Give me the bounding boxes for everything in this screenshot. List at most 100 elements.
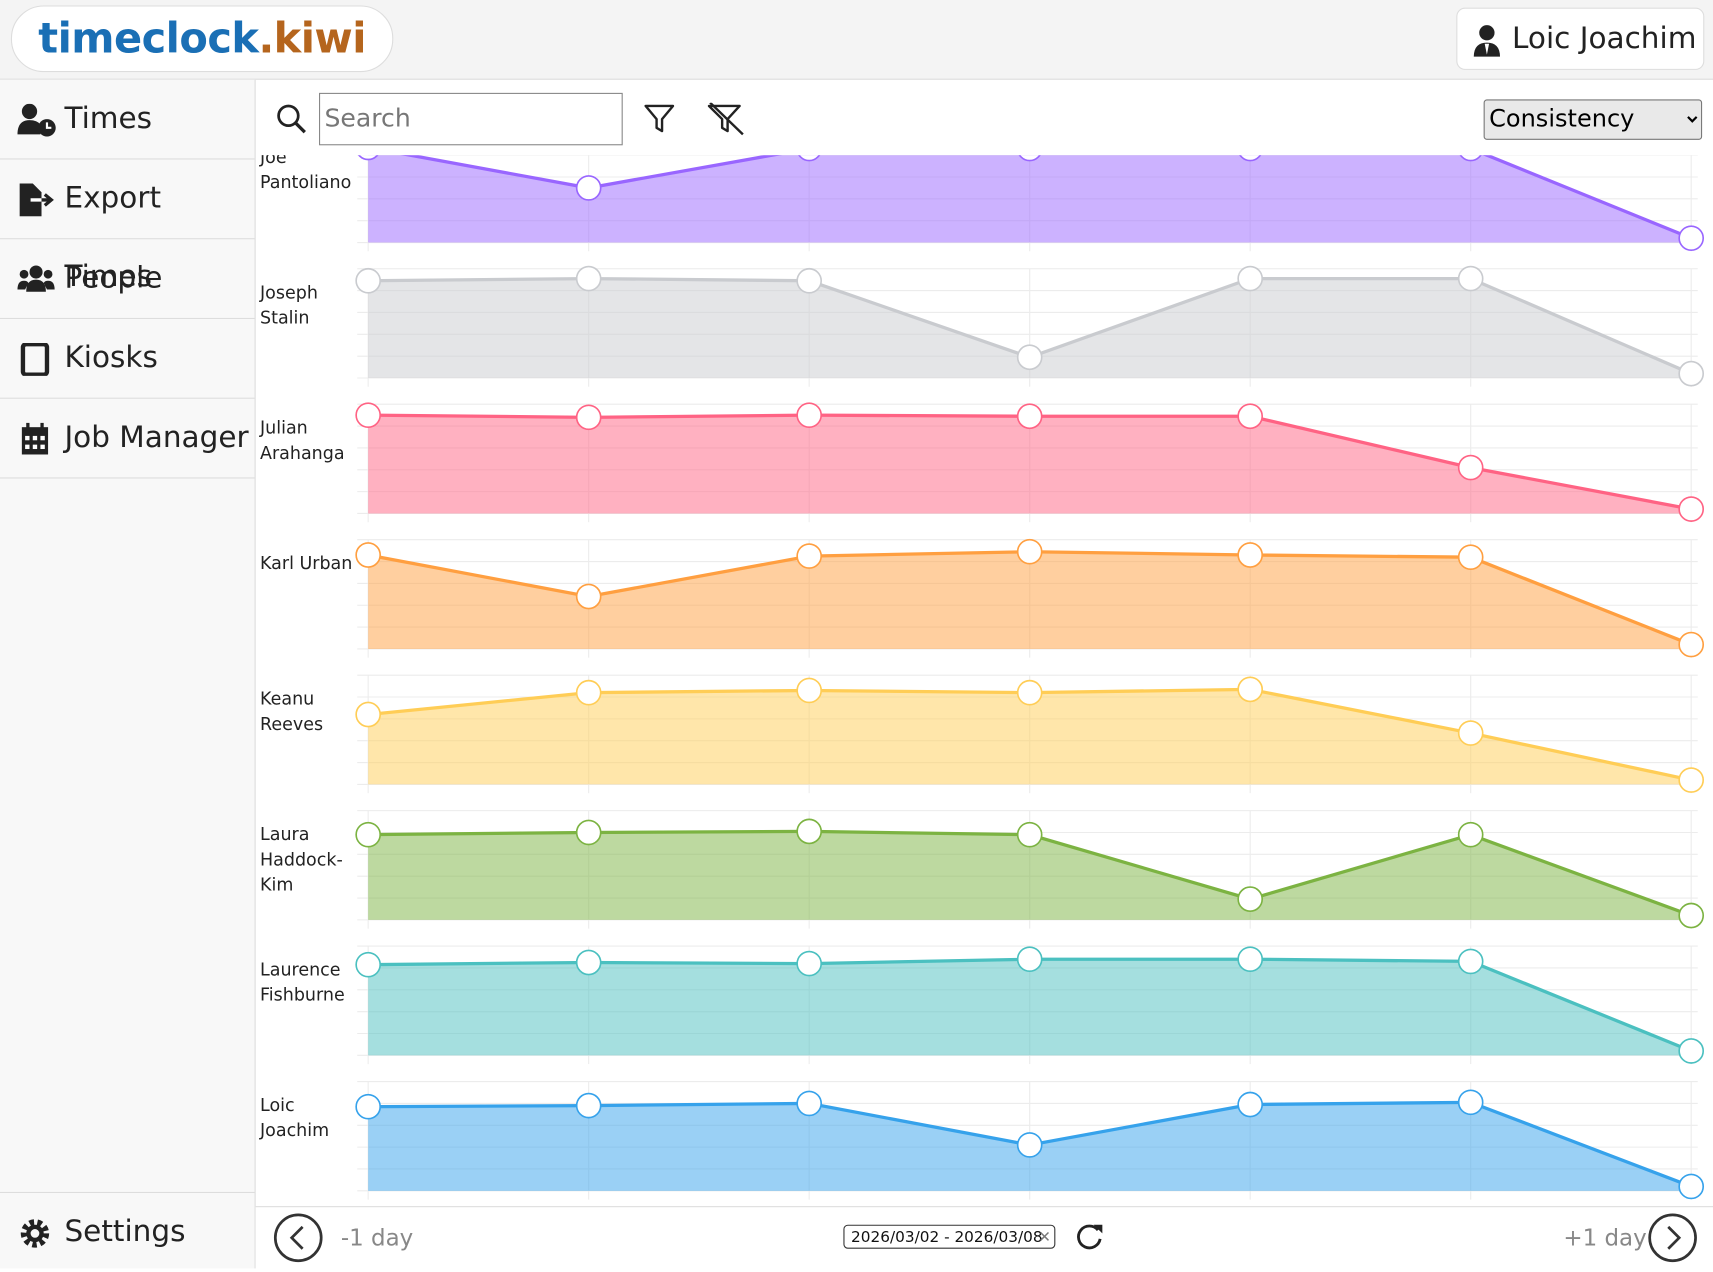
point <box>796 543 823 569</box>
times-icon <box>17 103 56 137</box>
point <box>1678 225 1705 252</box>
point <box>1678 360 1705 387</box>
point <box>1459 155 1482 162</box>
person-chart <box>355 538 1705 658</box>
refresh-button[interactable] <box>1075 1221 1106 1252</box>
point <box>1239 155 1262 162</box>
point <box>1678 767 1705 793</box>
person-name: Karl Urban <box>260 552 353 574</box>
settings-item[interactable]: Settings <box>0 1191 255 1272</box>
point <box>796 950 823 977</box>
point <box>355 821 382 848</box>
area <box>368 831 1692 920</box>
footer: -1 day 2026/03/02 - 2026/03/08 ✕ +1 day <box>255 1206 1713 1270</box>
person-chart <box>355 1081 1705 1200</box>
point <box>1237 542 1264 568</box>
person-name: Joe Pantoliano <box>260 155 352 193</box>
nav-item[interactable]: People <box>0 239 255 320</box>
point <box>355 267 382 294</box>
point <box>1237 1091 1264 1118</box>
prev-label[interactable]: -1 day <box>340 1224 414 1251</box>
point <box>1016 344 1043 371</box>
person-name: Laurence Fishburne <box>260 959 345 1006</box>
point <box>1237 265 1264 292</box>
clear-filter-button[interactable] <box>707 102 746 136</box>
point <box>796 402 823 428</box>
filter-button[interactable] <box>643 103 676 136</box>
person-name: Joseph Stalin <box>260 281 318 328</box>
point <box>1678 902 1705 929</box>
nav-item[interactable]: Times <box>0 80 255 160</box>
point <box>575 949 602 976</box>
nav-label: Export Times <box>64 181 162 294</box>
search-input[interactable] <box>319 92 623 146</box>
nav-item[interactable]: Export Times <box>0 160 255 294</box>
logo[interactable]: timeclock.kiwi <box>10 5 394 73</box>
point <box>1678 1038 1705 1064</box>
nav-item[interactable]: Job Manager <box>0 399 255 479</box>
nav-label: People <box>64 261 163 295</box>
point <box>796 267 823 294</box>
point <box>1457 1089 1484 1116</box>
view-select[interactable]: Consistency <box>1483 99 1703 140</box>
nav-label: Kiosks <box>64 340 158 375</box>
point <box>1016 946 1043 973</box>
charts <box>355 155 1705 1200</box>
clear-date[interactable]: ✕ <box>1038 1229 1051 1247</box>
next-label[interactable]: +1 day <box>1563 1224 1647 1251</box>
people-icon <box>17 265 55 292</box>
point <box>1678 1173 1705 1200</box>
date-range-text: 2026/03/02 - 2026/03/08 <box>851 1229 1043 1247</box>
area <box>368 551 1692 649</box>
point <box>1237 403 1264 430</box>
person-chart <box>355 265 1705 387</box>
point <box>1457 265 1484 292</box>
point <box>1237 886 1264 912</box>
nav-label: Job Manager <box>64 420 249 455</box>
point <box>796 1090 823 1117</box>
point <box>1018 155 1041 162</box>
nav-label: Settings <box>64 1214 186 1249</box>
point <box>1457 948 1484 975</box>
point <box>1678 631 1705 658</box>
calendar-icon <box>21 422 49 455</box>
prev-button[interactable] <box>272 1212 324 1264</box>
point <box>1016 821 1043 848</box>
point <box>1678 496 1705 522</box>
export-icon <box>19 183 54 217</box>
point <box>357 155 379 161</box>
person-chart <box>355 674 1705 794</box>
nav-item[interactable]: Kiosks <box>0 319 255 399</box>
top-bar: timeclock.kiwi Loic Joachim <box>0 0 1713 80</box>
point <box>1016 403 1043 430</box>
point <box>798 155 821 162</box>
point <box>575 679 602 706</box>
point <box>355 542 382 568</box>
person-chart <box>355 402 1705 523</box>
point <box>796 818 823 845</box>
point <box>1457 720 1484 746</box>
point <box>575 175 602 201</box>
person-name: Julian Arahanga <box>260 417 345 464</box>
point <box>575 819 602 846</box>
area <box>368 415 1692 514</box>
logo-main: timeclock <box>38 14 259 63</box>
next-button[interactable] <box>1646 1212 1698 1264</box>
point <box>1237 676 1264 703</box>
nav-label: Times <box>64 101 153 136</box>
person-chart <box>355 945 1705 1065</box>
point <box>355 951 382 978</box>
area <box>368 278 1692 379</box>
person-chart <box>357 155 1705 252</box>
search-icon <box>277 104 306 134</box>
logo-accent: .kiwi <box>258 14 366 63</box>
person-name: Keanu Reeves <box>260 688 324 735</box>
point <box>575 404 602 431</box>
user-button[interactable]: Loic Joachim <box>1456 7 1705 70</box>
date-range[interactable]: 2026/03/02 - 2026/03/08 ✕ <box>843 1224 1056 1249</box>
area <box>368 959 1692 1056</box>
user-icon <box>1473 25 1501 57</box>
point <box>355 402 382 428</box>
point <box>1016 1132 1043 1158</box>
